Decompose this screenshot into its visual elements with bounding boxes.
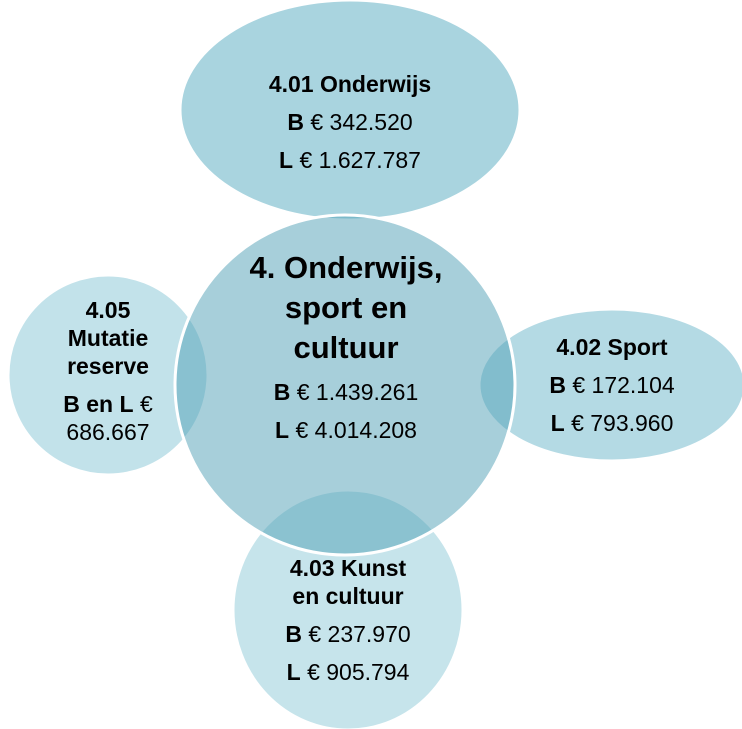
- node: 4. Onderwijs, sport en cultuur B € 1.439.26…: [206, 248, 486, 444]
- node-title: 4.05: [85, 297, 131, 323]
- amount: B en L € 686.667: [33, 390, 183, 446]
- amount-label: L: [279, 147, 294, 173]
- amount-label: L: [286, 659, 301, 685]
- amount-label: L: [550, 410, 565, 436]
- amount-label: B: [287, 109, 304, 135]
- amount-label: B: [285, 621, 302, 647]
- center-shape: [173, 213, 517, 557]
- node-title: 4.03 Kunst: [289, 555, 407, 581]
- amount: B € 172.104: [512, 371, 712, 399]
- amount-value: € 237.970: [308, 621, 411, 647]
- amount: B € 237.970: [248, 620, 448, 648]
- amount-value: € 172.104: [572, 372, 675, 398]
- amount-value: € 342.520: [310, 109, 413, 135]
- amount-value: € 1.627.787: [299, 147, 421, 173]
- node-title: 4. Onderwijs,: [249, 250, 443, 285]
- amount-value: € 905.794: [307, 659, 410, 685]
- node-title: en cultuur: [292, 583, 404, 609]
- amount: B € 342.520: [220, 108, 480, 136]
- amount-label: B: [549, 372, 566, 398]
- amount-value: € 4.014.208: [295, 417, 417, 443]
- amount: B € 1.439.261: [206, 378, 486, 406]
- node-title: Mutatie: [67, 325, 149, 351]
- node: 4.05 Mutatie reserve B en L € 686.667: [33, 296, 183, 446]
- amount-label: L: [275, 417, 290, 443]
- node-title: sport en: [284, 290, 408, 325]
- amount: L € 4.014.208: [206, 416, 486, 444]
- node: 4.03 Kunst en cultuur B € 237.970 L € 905.7…: [248, 554, 448, 686]
- amount-value: € 686.667: [66, 391, 153, 445]
- node: 4.01 Onderwijs B € 342.520 L € 1.627.787: [220, 70, 480, 174]
- amount: L € 905.794: [248, 658, 448, 686]
- amount-label: B: [273, 379, 291, 405]
- node-title: cultuur: [293, 330, 399, 365]
- node-title: 4.01 Onderwijs: [268, 71, 432, 97]
- node: 4.02 Sport B € 172.104 L € 793.960: [512, 333, 712, 437]
- node-title: 4.02 Sport: [556, 334, 668, 360]
- amount: L € 793.960: [512, 409, 712, 437]
- amount-label: B en L: [63, 391, 134, 417]
- amount-value: € 793.960: [571, 410, 674, 436]
- node-title: reserve: [67, 353, 149, 379]
- amount-value: € 1.439.261: [296, 379, 419, 405]
- amount: L € 1.627.787: [220, 146, 480, 174]
